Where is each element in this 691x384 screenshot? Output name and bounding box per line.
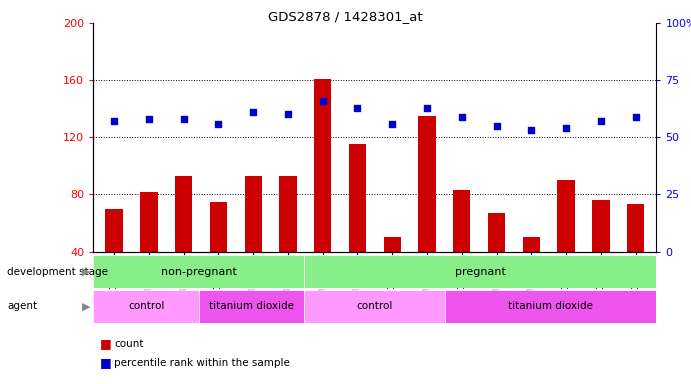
- Bar: [445, 290, 656, 323]
- Bar: [305, 255, 656, 288]
- Bar: [453, 190, 471, 252]
- Text: ■: ■: [100, 356, 112, 369]
- Point: [213, 121, 224, 127]
- Bar: [245, 176, 262, 252]
- Text: non-pregnant: non-pregnant: [161, 266, 237, 277]
- Point: [283, 111, 294, 118]
- Text: count: count: [114, 339, 144, 349]
- Point: [422, 104, 433, 111]
- Point: [630, 114, 641, 120]
- Text: ■: ■: [100, 337, 112, 350]
- Point: [317, 98, 328, 104]
- Point: [387, 121, 398, 127]
- Point: [526, 127, 537, 134]
- Point: [456, 114, 467, 120]
- Text: ▶: ▶: [82, 266, 91, 277]
- Bar: [106, 209, 123, 252]
- Point: [560, 125, 571, 131]
- Bar: [210, 202, 227, 252]
- Text: pregnant: pregnant: [455, 266, 506, 277]
- Point: [352, 104, 363, 111]
- Text: titanium dioxide: titanium dioxide: [209, 301, 294, 311]
- Bar: [592, 200, 609, 252]
- Text: control: control: [357, 301, 393, 311]
- Bar: [418, 116, 436, 252]
- Bar: [488, 213, 505, 252]
- Text: titanium dioxide: titanium dioxide: [509, 301, 594, 311]
- Point: [108, 118, 120, 124]
- Text: percentile rank within the sample: percentile rank within the sample: [114, 358, 290, 368]
- Text: GDS2878 / 1428301_at: GDS2878 / 1428301_at: [268, 10, 423, 23]
- Bar: [175, 176, 192, 252]
- Bar: [93, 290, 199, 323]
- Point: [247, 109, 258, 115]
- Bar: [384, 237, 401, 252]
- Text: control: control: [128, 301, 164, 311]
- Point: [143, 116, 154, 122]
- Bar: [558, 180, 575, 252]
- Text: agent: agent: [7, 301, 37, 311]
- Bar: [140, 192, 158, 252]
- Bar: [199, 290, 305, 323]
- Bar: [349, 144, 366, 252]
- Text: development stage: development stage: [7, 266, 108, 277]
- Bar: [93, 255, 305, 288]
- Point: [596, 118, 607, 124]
- Bar: [314, 79, 332, 252]
- Bar: [627, 204, 644, 252]
- Point: [491, 123, 502, 129]
- Text: ▶: ▶: [82, 301, 91, 311]
- Bar: [305, 290, 445, 323]
- Point: [178, 116, 189, 122]
- Bar: [522, 237, 540, 252]
- Bar: [279, 176, 296, 252]
